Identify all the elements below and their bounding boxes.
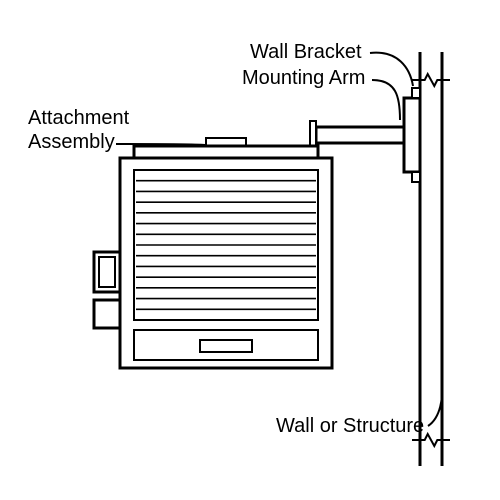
label-wall-structure: Wall or Structure: [276, 415, 424, 437]
label-mounting-arm: Mounting Arm: [242, 67, 365, 89]
label-attachment-line1: Attachment: [28, 107, 130, 129]
leader-wall-structure: [428, 372, 442, 426]
leader-attachment: [116, 144, 205, 145]
mounting-diagram: Wall Bracket Mounting Arm AttachmentAssemb…: [0, 0, 500, 500]
label-wall-bracket: Wall Bracket: [250, 41, 362, 63]
label-attachment-line2: Assembly: [28, 131, 115, 153]
leader-mounting-arm: [372, 80, 400, 120]
